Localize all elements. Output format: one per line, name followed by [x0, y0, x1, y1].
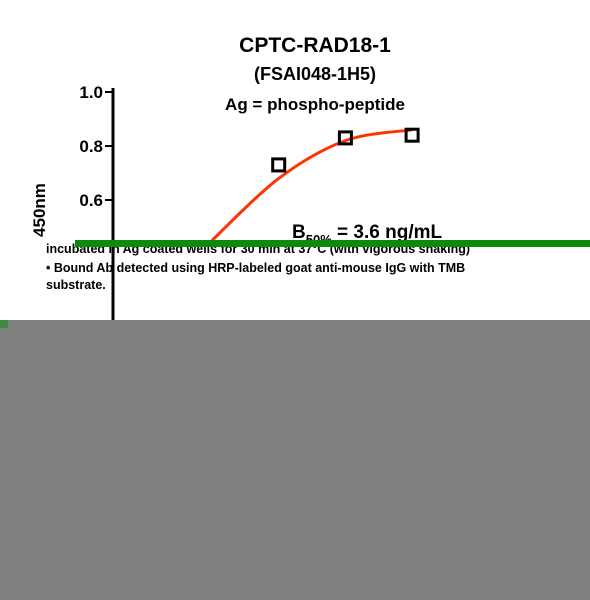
data-point	[404, 127, 420, 143]
green-patch	[0, 320, 8, 328]
note-line: substrate.	[46, 278, 106, 292]
y-tick-label: 1.0	[79, 83, 103, 102]
fit-curve	[210, 128, 413, 242]
y-tick-label: 0.6	[79, 191, 103, 210]
data-point	[271, 157, 287, 173]
ec50-symbol: B	[292, 222, 306, 243]
ec50-text: = 3.6 ng/mL	[332, 222, 443, 243]
note-line: • Bound Ab detected using HRP-labeled go…	[46, 261, 466, 275]
gray-panel	[0, 320, 590, 600]
data-point	[337, 130, 353, 146]
y-axis-label: 450nm	[30, 183, 49, 237]
annotation: Ag = phospho-peptide	[225, 95, 405, 114]
chart-subtitle: (FSAI048-1H5)	[254, 64, 376, 84]
chart-title: CPTC-RAD18-1	[239, 34, 391, 57]
green-bar	[75, 240, 590, 247]
y-tick-label: 0.8	[79, 137, 103, 156]
ec50-label: B50% = 3.6 ng/mL	[292, 222, 442, 247]
